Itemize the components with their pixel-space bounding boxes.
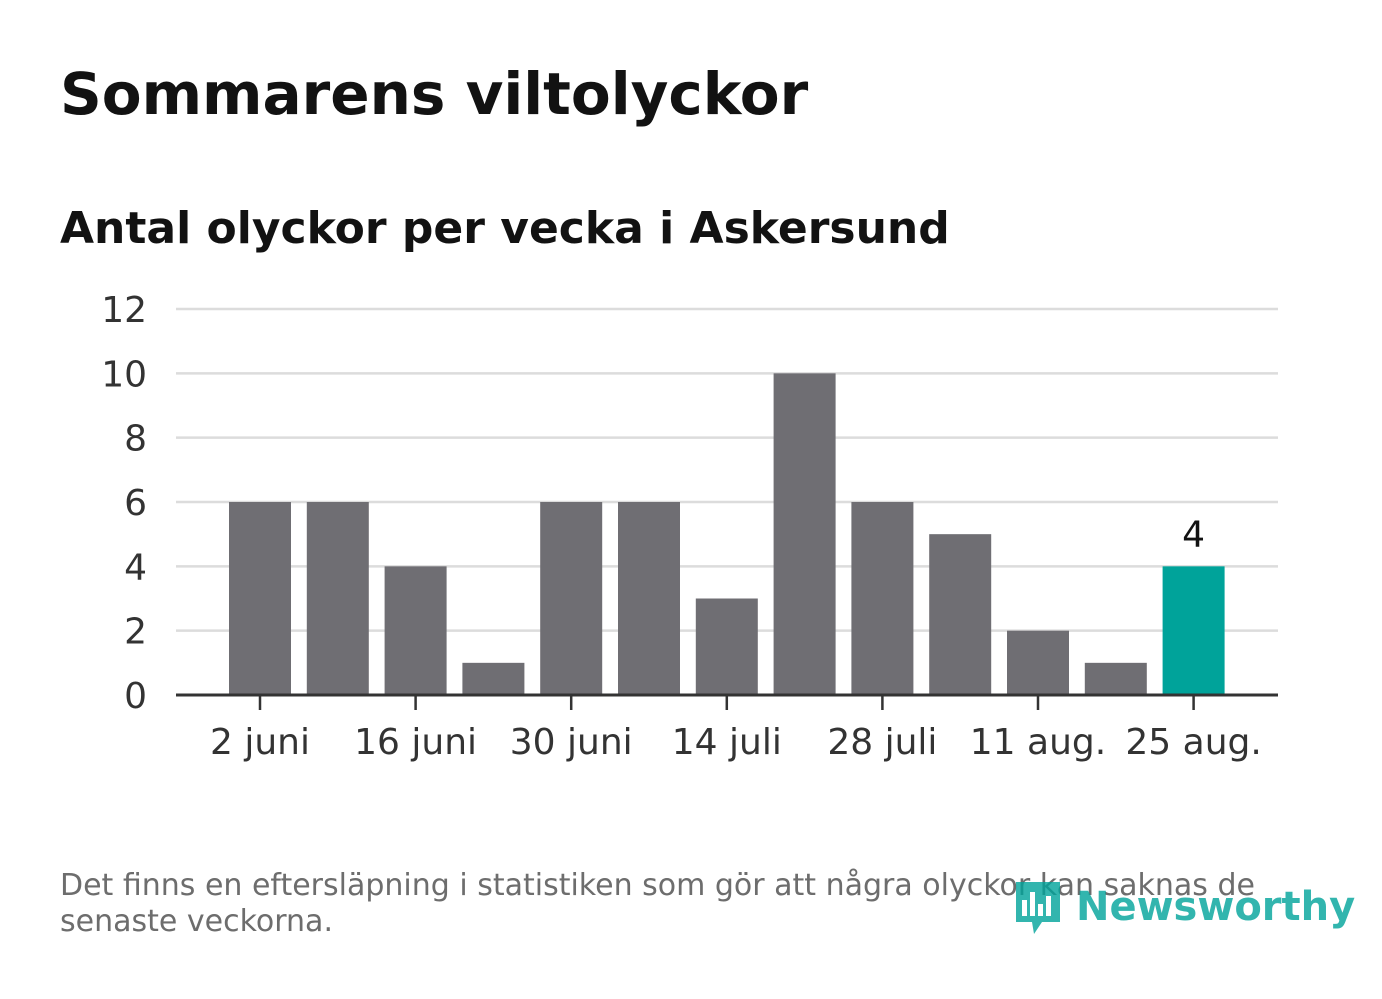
y-tick-label: 0 <box>124 676 147 717</box>
bar <box>618 502 680 695</box>
y-tick-label: 2 <box>124 612 147 653</box>
bar-chart-speech-bubble-icon <box>1016 882 1060 934</box>
y-tick-label: 10 <box>101 354 147 395</box>
bar <box>929 534 992 695</box>
bar <box>773 373 836 695</box>
data-label: 4 <box>1182 514 1205 555</box>
brand-logo: Newsworthy <box>1012 876 1355 938</box>
bar <box>229 502 291 695</box>
y-tick-label: 12 <box>101 290 147 331</box>
x-tick-label: 28 juli <box>827 722 937 763</box>
bar <box>1162 566 1225 695</box>
y-tick-label: 6 <box>124 483 147 524</box>
x-tick-label: 14 juli <box>672 722 782 763</box>
bar <box>1084 662 1147 695</box>
x-tick-label: 25 aug. <box>1125 722 1261 763</box>
bar <box>462 662 525 695</box>
x-tick-label: 30 juni <box>510 722 633 763</box>
bar <box>695 598 758 695</box>
bar <box>384 566 447 695</box>
brand-name: Newsworthy <box>1076 884 1356 930</box>
x-tick-label: 2 juni <box>210 722 310 763</box>
chart-subtitle: Antal olyckor per vecka i Askersund <box>60 203 950 254</box>
chart-title: Sommarens viltolyckor <box>60 60 809 128</box>
y-tick-label: 4 <box>124 547 147 588</box>
y-tick-label: 8 <box>124 419 147 460</box>
bar <box>540 502 603 695</box>
x-tick-label: 16 juni <box>354 722 477 763</box>
x-tick-label: 11 aug. <box>970 722 1106 763</box>
bar <box>1007 630 1069 695</box>
bar <box>306 502 369 695</box>
bar <box>851 502 914 695</box>
